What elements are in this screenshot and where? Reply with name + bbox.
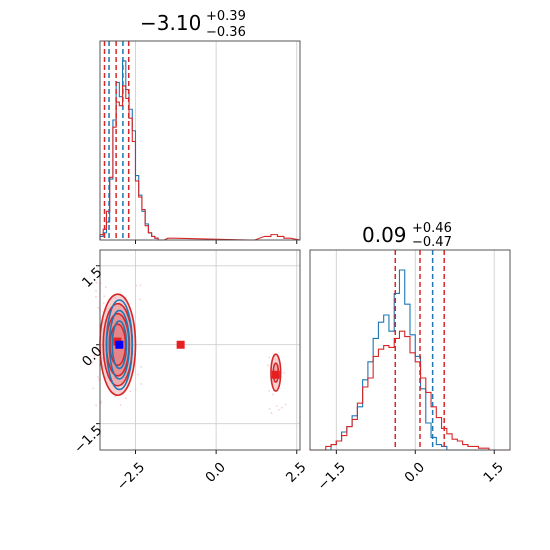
scatter-tail-point-5 [270,412,273,415]
scatter-tail-point-14 [268,356,271,359]
hist2-xtick-label-0: −1.5 [315,459,349,493]
scatter-point-50 [97,306,100,309]
scatter-tail-point-2 [268,389,271,392]
scatter-tail-point-15 [268,407,271,410]
scatter-tail-point-12 [283,371,285,374]
scatter-point-22 [103,295,106,298]
scatter-xtick-label-1: 0.0 [202,459,229,486]
title-param1-minus: −0.36 [206,25,246,40]
scatter-point-30 [140,365,143,368]
hist1-tail-1 [164,234,301,241]
scatter-point-28 [93,354,96,357]
scatter-point-48 [114,296,117,299]
scatter-point-27 [114,395,117,398]
scatter-point-6 [124,397,127,400]
scatter-xtick-label-2: 2.5 [283,459,310,486]
scatter-point-11 [139,284,142,287]
scatter-tail-point-4 [284,403,287,406]
title-param2-minus: −0.47 [412,235,452,250]
scatter-point-10 [100,400,102,403]
hist2-frame [309,249,511,451]
scatter-point-47 [95,281,98,284]
title-param1-value: −3.10 [140,11,201,35]
histogram-param1-panel [99,40,301,244]
scatter-tail-point-0 [277,408,280,411]
scatter-point-21 [95,289,97,292]
scatter-point-45 [91,361,94,364]
scatter-tail-point-9 [267,364,269,367]
scatter-point-38 [138,298,141,301]
scatter-point-55 [102,302,105,304]
scatter-ytick-label-2: 1.5 [79,264,106,291]
scatter-panel: −2.5 0.0 2.5−1.50.01.5 [71,249,310,494]
title-param2: 0.09 +0.46 −0.47 [362,221,452,250]
scatter-point-44 [104,286,107,288]
scatter-tail-point-7 [275,405,278,408]
scatter-tail-point-3 [272,393,274,396]
hist1-frame [99,40,301,241]
contour-1-level-2 [111,320,128,370]
hist2-series-1 [310,330,510,451]
scatter-point-5 [105,308,108,311]
title-param2-plus: +0.46 [412,221,452,236]
scatter-marker-2 [271,370,280,379]
scatter-xtick-label-0: −2.5 [114,459,148,493]
title-param1-plus: +0.39 [206,9,246,24]
hist2-xtick-label-2: 1.5 [480,459,507,486]
hist2-xtick-label-1: 0.0 [401,459,428,486]
scatter-point-35 [129,390,132,393]
hist1-series-1 [99,85,165,241]
title-param1: −3.10 +0.39 −0.36 [140,9,246,40]
scatter-marker-3 [115,340,124,349]
title-param2-value: 0.09 [362,223,407,247]
scatter-point-26 [98,378,100,381]
scatter-point-57 [95,404,98,407]
histogram-param2-panel: −1.5 0.0 1.5 [309,249,511,494]
scatter-point-1 [96,376,99,378]
scatter-point-51 [137,373,140,376]
scatter-point-3 [95,295,97,298]
scatter-frame [99,249,301,451]
scatter-marker-1 [176,340,185,349]
contour-1-level-0 [105,299,134,391]
contour-1-level-1 [108,309,131,380]
hist2-series-0 [310,269,510,451]
scatter-point-52 [92,387,95,390]
scatter-point-12 [97,350,100,353]
scatter-point-40 [119,403,122,406]
scatter-tail-point-6 [280,406,283,409]
scatter-point-13 [140,383,143,385]
